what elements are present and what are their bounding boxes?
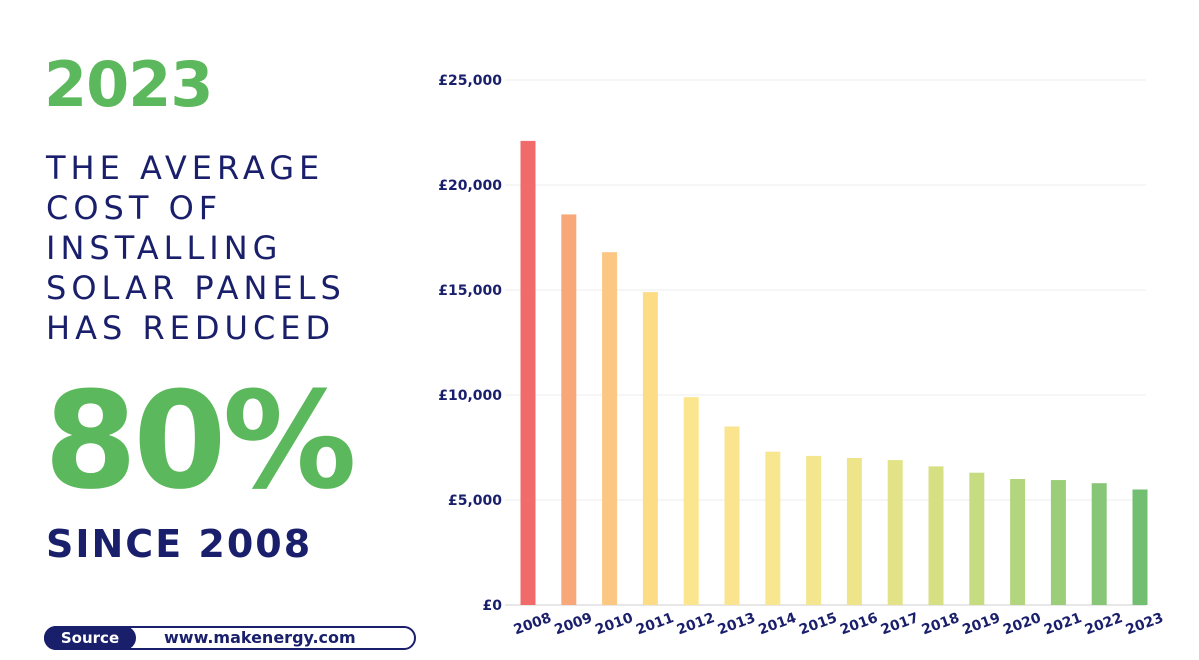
- bar-2023: [1132, 489, 1148, 605]
- headline-line: INSTALLING: [46, 229, 283, 267]
- bar-2011: [642, 292, 658, 605]
- x-tick-label: 2022: [1083, 610, 1125, 638]
- x-tick-label: 2017: [879, 610, 921, 638]
- y-tick-label: £15,000: [438, 283, 502, 299]
- x-tick-label: 2020: [1001, 610, 1043, 638]
- bar-2020: [1010, 479, 1026, 605]
- headline-line: SOLAR PANELS: [46, 269, 346, 307]
- bar-2014: [765, 451, 781, 605]
- headline-line: HAS REDUCED: [46, 309, 336, 347]
- x-tick-label: 2023: [1124, 610, 1166, 638]
- headline: THE AVERAGE COST OF INSTALLING SOLAR PAN…: [46, 148, 406, 348]
- y-tick-label: £5,000: [448, 493, 502, 509]
- headline-line: COST OF: [46, 189, 223, 227]
- x-tick-label: 2012: [675, 610, 717, 638]
- year-heading: 2023: [44, 48, 214, 121]
- info-panel: 2023 THE AVERAGE COST OF INSTALLING SOLA…: [44, 0, 424, 660]
- bar-2008: [520, 140, 536, 605]
- y-tick-label: £0: [483, 598, 503, 614]
- source-url[interactable]: www.makenergy.com: [164, 628, 356, 647]
- bar-2009: [561, 214, 577, 605]
- source-pill: Source www.makenergy.com: [44, 626, 416, 650]
- x-tick-label: 2010: [593, 610, 635, 638]
- y-tick-label: £25,000: [438, 73, 502, 89]
- bar-2015: [806, 455, 822, 605]
- bar-2018: [928, 466, 944, 605]
- bar-2013: [724, 426, 740, 605]
- x-tick-label: 2015: [797, 610, 839, 638]
- x-tick-label: 2013: [716, 610, 758, 638]
- since-label: SINCE 2008: [46, 522, 313, 566]
- x-tick-label: 2021: [1042, 610, 1084, 638]
- headline-line: THE AVERAGE: [46, 149, 325, 187]
- x-tick-label: 2014: [756, 610, 798, 638]
- bar-2017: [887, 460, 903, 605]
- x-tick-label: 2019: [960, 610, 1002, 638]
- bar-2021: [1050, 480, 1066, 605]
- bar-2016: [846, 458, 862, 605]
- percent-reduction: 80%: [44, 363, 357, 519]
- y-tick-label: £10,000: [438, 388, 502, 404]
- bar-2019: [969, 472, 985, 605]
- x-tick-label: 2016: [838, 610, 880, 638]
- x-tick-label: 2018: [920, 610, 962, 638]
- bar-2010: [602, 252, 618, 605]
- bar-2022: [1091, 483, 1107, 605]
- x-tick-label: 2008: [512, 610, 554, 638]
- x-tick-label: 2011: [634, 610, 676, 638]
- source-label: Source: [44, 626, 136, 650]
- bar-2012: [683, 397, 699, 605]
- y-tick-label: £20,000: [438, 178, 502, 194]
- x-tick-label: 2009: [552, 610, 594, 638]
